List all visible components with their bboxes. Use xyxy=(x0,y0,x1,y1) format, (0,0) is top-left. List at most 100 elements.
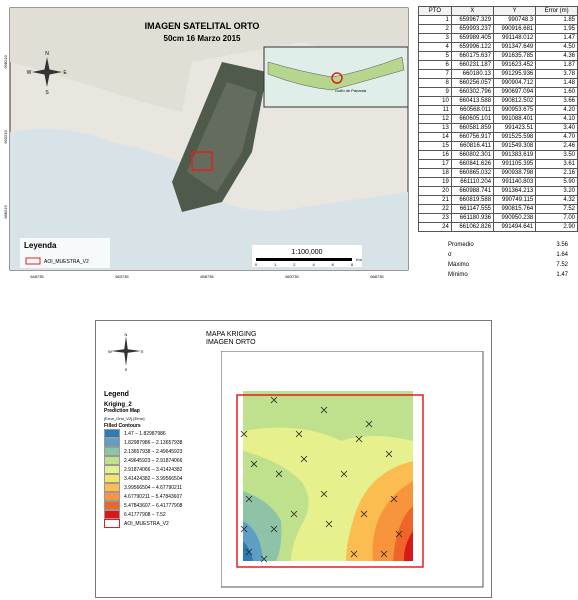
table-row: 6 660231.187 991623.452 1.87 xyxy=(418,60,578,70)
table-cell: 23 xyxy=(418,213,452,223)
table-cell: 4.20 xyxy=(535,105,578,115)
aoi-box xyxy=(236,394,424,568)
table-row: 2 659993.237 990916.681 1.95 xyxy=(418,24,578,34)
table-cell: 2.90 xyxy=(535,222,578,232)
table-row: 3 659989.405 991148.012 1.47 xyxy=(418,33,578,43)
svg-text:E: E xyxy=(63,70,67,76)
scale-tick: 0 xyxy=(255,262,258,267)
svg-text:N: N xyxy=(125,332,128,337)
table-cell: 660819.588 xyxy=(450,195,495,205)
table-cell: 7 xyxy=(418,69,452,79)
table-cell: 3.20 xyxy=(535,186,578,196)
table-cell: 4.70 xyxy=(535,132,578,142)
legend-label: 3.41424382 – 3.99566504 xyxy=(124,475,183,482)
stat-value: 1.47 xyxy=(556,272,568,278)
x-coord: 653735 xyxy=(115,274,129,279)
inset-marker xyxy=(331,72,343,84)
legend-item: 1.47 – 1.82987986 xyxy=(104,429,219,438)
legend-item: AOI_MUESTRA_V2 xyxy=(104,519,219,528)
y-coord: 988219 xyxy=(3,205,8,219)
table-cell: 659996.122 xyxy=(450,42,495,52)
table-cell: 660802.301 xyxy=(450,150,495,160)
svg-text:S: S xyxy=(45,90,49,96)
table-cell: 1.95 xyxy=(535,24,578,34)
table-cell: 991140.803 xyxy=(493,177,537,187)
legend-swatch xyxy=(104,456,120,465)
legend-swatch xyxy=(104,447,120,456)
satellite-map: Golfo de Panamá IMAGEN SATELITAL ORTO 50… xyxy=(3,7,409,279)
table-cell: 13 xyxy=(418,123,452,133)
table-cell: 990953.675 xyxy=(493,105,537,115)
legend-label: 6.41777908 – 7.52 xyxy=(124,511,166,518)
table-row: 22 661147.555 990815.764 7.52 xyxy=(418,204,578,214)
scale-tick: 8 xyxy=(351,262,354,267)
table-cell: 5.90 xyxy=(535,177,578,187)
svg-text:W: W xyxy=(108,349,112,354)
legend-swatch xyxy=(104,483,120,492)
table-cell: 4 xyxy=(418,42,452,52)
table-row: 13 660581.859 991423.51 3.40 xyxy=(418,123,578,133)
table-row: 21 660819.588 990749.115 4.32 xyxy=(418,195,578,205)
table-row: 7 660180.13 991295.936 3.78 xyxy=(418,69,578,79)
table-cell: 1.87 xyxy=(535,60,578,70)
legend-item: 4.67790211 – 5.47843607 xyxy=(104,492,219,501)
table-cell: 3 xyxy=(418,33,452,43)
table-row: 9 660302.796 990697.094 1.60 xyxy=(418,87,578,97)
table-cell: 990697.094 xyxy=(493,87,537,97)
table-cell: 660841.626 xyxy=(450,159,495,169)
table-cell: 660605.101 xyxy=(450,114,495,124)
table-cell: 660256.057 xyxy=(450,78,495,88)
table-cell: 661062.826 xyxy=(450,222,495,232)
legend-label: AOI_MUESTRA_V2 xyxy=(124,520,169,527)
table-row: 4 659996.122 991347.649 4.50 xyxy=(418,42,578,52)
table-cell: 11 xyxy=(418,105,452,115)
table-cell: 990916.681 xyxy=(493,24,537,34)
table-cell: 991423.51 xyxy=(493,123,537,133)
table-row: 23 661180.936 990950.238 7.00 xyxy=(418,213,578,223)
table-cell: 2.46 xyxy=(535,141,578,151)
legend-title: Legend xyxy=(104,391,129,398)
table-panel: PTO X Y Error (m) 1 659967.329 990748.3 1.85 2 65… xyxy=(418,6,578,282)
stat-value: 1.64 xyxy=(556,252,568,258)
table-cell: 991383.619 xyxy=(493,150,537,160)
legend-swatch xyxy=(25,257,41,265)
table-cell: 14 xyxy=(418,132,452,142)
table-cell: 660865.032 xyxy=(450,168,495,178)
legend-label: 3.99566504 – 4.67790211 xyxy=(124,484,183,491)
urban-area xyxy=(187,82,257,192)
table-cell: 659989.405 xyxy=(450,33,495,43)
table-cell: 991623.452 xyxy=(493,60,537,70)
table-row: 17 660841.626 991105.395 3.61 xyxy=(418,159,578,169)
stat-label: Mínimo xyxy=(448,272,468,278)
stat-value: 7.52 xyxy=(556,262,568,268)
kriging-legend: Legend Kriging_2 Prediction Map [Error_O… xyxy=(104,391,219,528)
map-title: IMAGEN SATELITAL ORTO xyxy=(145,21,260,31)
aoi-box xyxy=(191,151,213,171)
table-cell: 660581.859 xyxy=(450,123,495,133)
table-cell: 660988.741 xyxy=(450,186,495,196)
table-cell: 991525.598 xyxy=(493,132,537,142)
table-cell: 660816.411 xyxy=(450,141,495,151)
table-row: 14 660756.917 991525.598 4.70 xyxy=(418,132,578,142)
table-row: 12 660605.101 991088.401 4.10 xyxy=(418,114,578,124)
legend-swatch xyxy=(104,438,120,447)
table-row: 18 660865.032 990938.798 2.16 xyxy=(418,168,578,178)
legend-item: 1.82987986 – 2.13657938 xyxy=(104,438,219,447)
table-cell: 991105.395 xyxy=(493,159,537,169)
table-cell: 990938.798 xyxy=(493,168,537,178)
table-cell: 3.66 xyxy=(535,96,578,106)
x-coord: 658735 xyxy=(200,274,214,279)
legend-swatch xyxy=(104,465,120,474)
table-cell: 661110.204 xyxy=(450,177,495,187)
table-cell: 4.10 xyxy=(535,114,578,124)
stats: Promedio 3.56 σ 1.64 Máximo 7.52 Mínimo 1.47 xyxy=(418,242,568,282)
table-cell: 8 xyxy=(418,78,452,88)
map-subtitle: 50cm 16 Marzo 2015 xyxy=(164,34,241,43)
legend-item: 5.47843607 – 6.41777908 xyxy=(104,501,219,510)
stat-row: σ 1.64 xyxy=(448,252,568,262)
svg-text:W: W xyxy=(27,70,32,76)
scale-tick: 1 xyxy=(274,262,277,267)
table-cell: 661180.936 xyxy=(450,213,495,223)
svg-text:N: N xyxy=(45,51,49,57)
